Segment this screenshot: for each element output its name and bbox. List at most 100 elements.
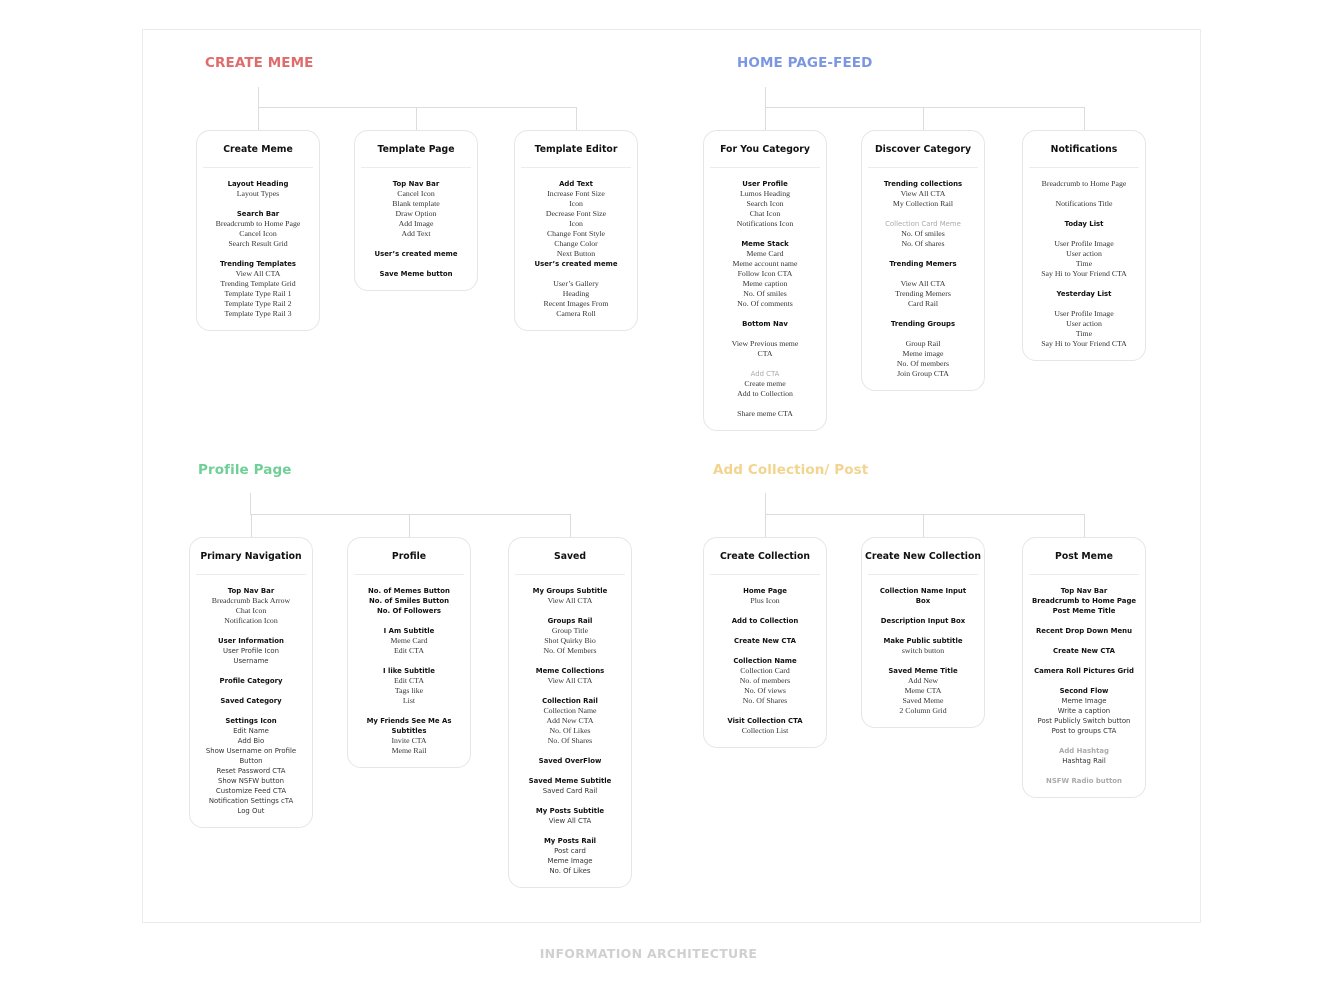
list-item: Show NSFW button: [217, 777, 284, 785]
list-item: User Profile Image: [1054, 309, 1114, 318]
group-heading: Collection Rail: [542, 697, 598, 705]
group-heading: Camera Roll Pictures Grid: [1034, 667, 1134, 675]
list-item: Template Type Rail 1: [224, 289, 292, 298]
list-item: Layout Types: [236, 189, 280, 198]
card-group: Create New CTA: [704, 636, 826, 646]
list-item: Follow Icon CTA: [737, 269, 793, 278]
card-group: Today List: [1023, 219, 1145, 229]
group-heading: User’s created meme: [534, 260, 618, 268]
card-group: Recent Drop Down Menu: [1023, 626, 1145, 636]
group-heading: Bottom Nav: [742, 320, 788, 328]
list-item: Meme Card: [390, 636, 428, 645]
list-item: Post to groups CTA: [1051, 727, 1117, 735]
list-item: Camera Roll: [556, 309, 596, 318]
card-title: Discover Category: [874, 144, 972, 155]
list-item: Notification Icon: [224, 616, 278, 625]
list-item: Notification Settings cTA: [208, 797, 294, 805]
list-item: Group Rail: [905, 339, 941, 348]
list-item: Draw Option: [395, 209, 437, 218]
page-card: Create New Collection Collection Name Inp…: [861, 537, 985, 728]
group-heading: Trending collections: [883, 180, 963, 188]
group-heading: I Am Subtitle: [383, 627, 435, 635]
group-heading: Search Bar: [236, 210, 280, 218]
group-heading: Box: [915, 597, 931, 605]
card-group: Profile Category: [190, 676, 312, 686]
card-group: View Previous meme CTA: [704, 339, 826, 359]
list-item: No. Of Shares: [547, 736, 593, 745]
list-item: Lumos Heading: [739, 189, 791, 198]
list-item: Join Group CTA: [897, 369, 949, 378]
card-group: I like Subtitle Edit CTA Tags like List: [348, 666, 470, 706]
connector-line: [258, 107, 259, 130]
list-item: Search Result Grid: [228, 239, 288, 248]
list-item: Saved Meme: [902, 696, 944, 705]
list-item: Add New CTA: [546, 716, 594, 725]
card-group: My Posts Subtitle View All CTA: [509, 806, 631, 826]
list-item: No. Of comments: [737, 299, 793, 308]
card-title: Notifications: [1050, 144, 1118, 155]
card-group: NSFW Radio button: [1023, 776, 1145, 786]
card-divider: [1029, 574, 1139, 575]
card-group: Trending Memers: [862, 259, 984, 269]
list-item: Recent Images From: [543, 299, 609, 308]
connector-line: [416, 107, 417, 130]
list-item: Plus Icon: [750, 596, 780, 605]
card-group: Second Flow Meme Image Write a caption Post…: [1023, 686, 1145, 736]
page-card: Template Editor Add Text Increase Font Siz…: [514, 130, 638, 331]
card-group: Top Nav Bar Breadcrumb Back Arrow Chat Ico…: [190, 586, 312, 626]
list-item: Next Button: [556, 249, 596, 258]
group-heading: Saved OverFlow: [538, 757, 602, 765]
section-title: Profile Page: [198, 462, 292, 478]
list-item: User’s Gallery: [553, 279, 599, 288]
list-item: Post card: [554, 847, 586, 855]
list-item: View Previous meme: [731, 339, 799, 348]
list-item: Say Hi to Your Friend CTA: [1041, 339, 1127, 348]
card-group: Description Input Box: [862, 616, 984, 626]
card-group: Add CTA Create meme Add to Collection: [704, 369, 826, 399]
group-heading: My Groups Subtitle: [532, 587, 608, 595]
list-item: Chat Icon: [235, 606, 267, 615]
group-heading: My Posts Rail: [543, 837, 597, 845]
group-heading: Collection Name: [733, 657, 797, 665]
card-group: View All CTA Trending Memers Card Rail: [862, 279, 984, 309]
group-heading: Profile Category: [219, 677, 283, 685]
list-item: Reset Password CTA: [216, 767, 286, 775]
card-group: Top Nav Bar Cancel Icon Blank template Draw…: [355, 179, 477, 239]
group-heading: Add to Collection: [731, 617, 799, 625]
card-group: No. of Memes Button No. of Smiles Button N…: [348, 586, 470, 616]
list-item: Group Title: [551, 626, 589, 635]
group-heading: User Profile: [742, 180, 788, 188]
list-item: Card Rail: [907, 299, 939, 308]
list-item: Meme Image: [547, 857, 593, 865]
list-item: Time: [1075, 329, 1093, 338]
card-group: Share meme CTA: [704, 409, 826, 419]
list-item: View All CTA: [548, 817, 592, 825]
card-title: Saved: [554, 551, 586, 562]
list-item: Meme Card: [746, 249, 784, 258]
connector-line: [250, 514, 570, 515]
connector-line: [923, 107, 924, 130]
list-item: Change Font Style: [546, 229, 606, 238]
card-group: Breadcrumb to Home Page: [1023, 179, 1145, 189]
list-item: Saved Card Rail: [542, 787, 598, 795]
list-item: Button: [239, 757, 263, 765]
card-title: Create Collection: [719, 551, 810, 562]
card-group: Collection Name Collection Card No. of mem…: [704, 656, 826, 706]
connector-line: [258, 107, 576, 108]
list-item: Invite CTA: [391, 736, 427, 745]
list-item: Template Type Rail 2: [224, 299, 292, 308]
list-item: Username: [233, 657, 269, 665]
connector-line: [576, 107, 577, 130]
card-title: Template Editor: [534, 144, 618, 155]
card-group: Group Rail Meme image No. Of members Join G…: [862, 339, 984, 379]
list-item: User Profile Image: [1054, 239, 1114, 248]
list-item: No. of members: [739, 676, 791, 685]
list-item: Icon: [569, 219, 583, 228]
card-title: Profile: [391, 551, 427, 562]
card-group: Save Meme button: [355, 269, 477, 279]
card-title: Post Meme: [1055, 551, 1113, 562]
group-heading: Trending Groups: [890, 320, 956, 328]
group-heading: Save Meme button: [379, 270, 453, 278]
card-group: Layout Heading Layout Types: [197, 179, 319, 199]
page-card: Create Collection Home Page Plus Icon Add t…: [703, 537, 827, 748]
